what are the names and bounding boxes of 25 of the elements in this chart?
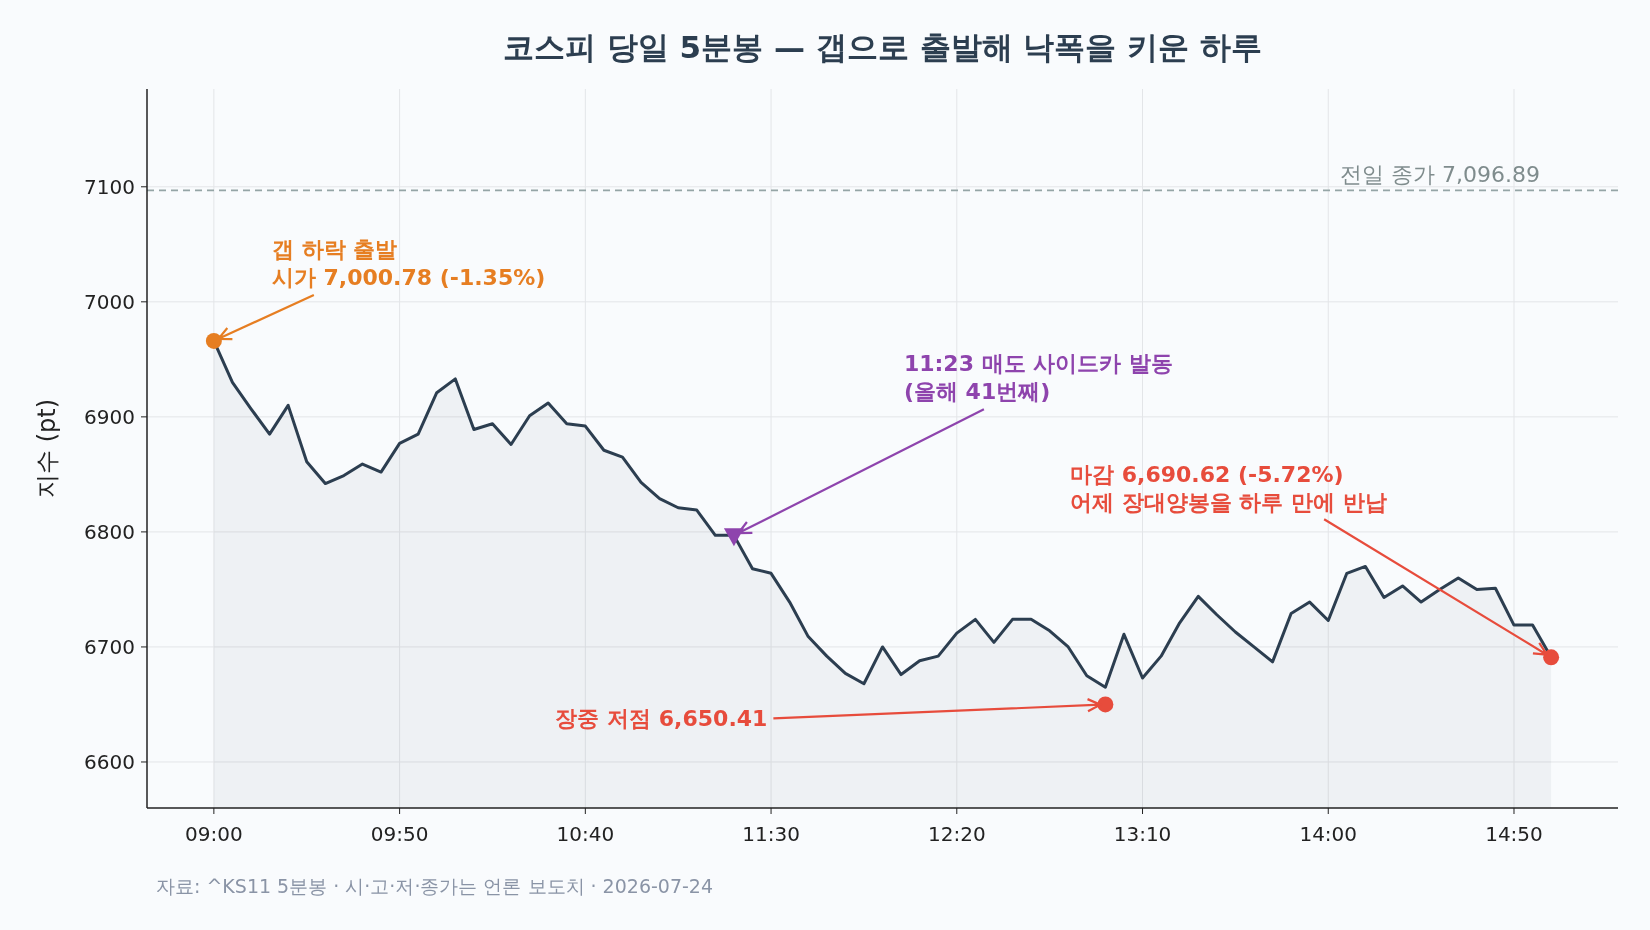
annotation: 장중 저점 6,650.41: [555, 706, 768, 732]
y-tick-label: 6600: [84, 749, 135, 774]
chart-title: 코스피 당일 5분봉 — 갭으로 출발해 낙폭을 키운 하루: [503, 29, 1262, 65]
y-tick-label: 6800: [84, 519, 135, 544]
x-tick-label: 09:50: [370, 822, 429, 846]
y-tick-label: 7000: [84, 289, 135, 314]
annotation: 11:23 매도 사이드카 발동 (올해 41번째): [903, 351, 1173, 405]
annotation: 갭 하락 출발 시가 7,000.78 (-1.35%): [271, 236, 546, 290]
annotation: 마감 6,690.62 (-5.72%) 어제 장대양봉을 하루 만에 반납: [1070, 462, 1387, 516]
y-tick-label: 7100: [84, 174, 135, 199]
x-tick-label: 14:50: [1485, 822, 1543, 846]
x-tick-label: 09:00: [185, 822, 243, 846]
x-tick-label: 14:00: [1299, 822, 1358, 846]
x-tick-label: 13:10: [1113, 822, 1172, 846]
point: [205, 332, 222, 349]
x-tick-label: 10:40: [556, 822, 615, 846]
y-tick-label: 6700: [84, 634, 135, 659]
y-tick-label: 6900: [84, 404, 135, 429]
point: [1543, 649, 1560, 666]
y-axis-title: 지수 (pt): [33, 399, 61, 498]
ref-line-label: 전일 종가 7,096.89: [1340, 162, 1540, 188]
x-tick-label: 12:20: [927, 822, 986, 846]
x-tick-label: 11:30: [742, 822, 800, 846]
text: 자료: ^KS11 5분봉 · 시·고·저·종가는 언론 보도치 · 2026-07-24: [156, 875, 714, 897]
point: [1097, 696, 1114, 713]
